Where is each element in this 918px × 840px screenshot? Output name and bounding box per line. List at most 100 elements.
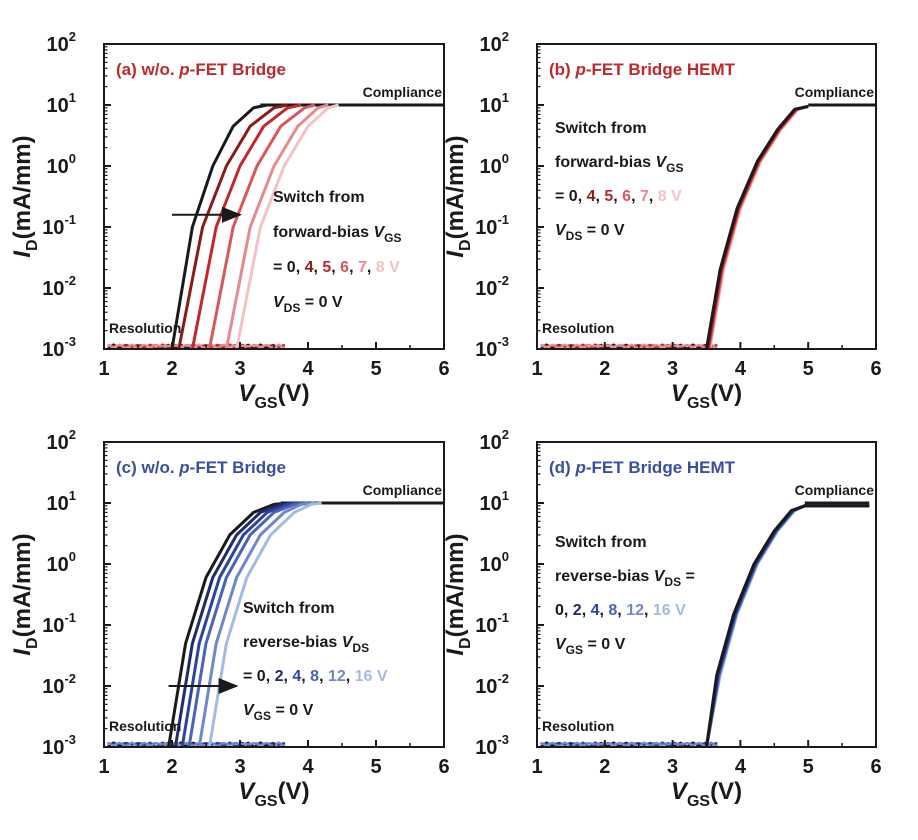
panel-label-rest: -FET Bridge [190,458,286,477]
annotation-segment: 2 [275,668,284,685]
annotation-line: = 0, 2, 4, 8, 12, 16 V [243,668,388,685]
x-axis-label-sub: GS [687,395,710,412]
annotation-segment: 5 [322,259,331,276]
annotation-line: = 0, 4, 5, 6, 7, 8 V [273,259,400,276]
y-tick-base: 10 [47,95,69,117]
series-line [167,501,288,748]
y-tick-exponent: -3 [64,732,76,747]
y-tick-exponent: 1 [502,90,509,105]
annotation-segment: 16 V [355,668,388,685]
y-tick-base: 10 [480,493,502,515]
series-line [707,104,809,350]
panel-label: (a) w/o. p-FET Bridge [116,60,286,79]
y-tick-base: 10 [47,34,69,56]
y-tick-base: 10 [475,676,497,698]
y-tick-base: 10 [42,676,64,698]
annotation-segment: 5 [604,188,613,205]
x-axis-label-unit: (V) [710,380,742,407]
panel-label-prefix: (a) w/o. [116,60,179,79]
annotation-segment: 6 [622,188,631,205]
y-tick-label: 101 [480,488,509,515]
x-tick-label: 6 [870,358,881,380]
annotation-segment: DS [566,229,583,243]
x-tick-label: 5 [370,756,381,778]
y-tick-exponent: -2 [497,273,509,288]
series-line [187,501,309,748]
y-axis-label-sub: D [457,637,474,649]
series-line [190,103,302,350]
series-line [177,103,288,350]
y-tick-base: 10 [47,554,69,576]
annotation-segment: reverse-bias [243,634,342,651]
series-line [707,104,809,350]
x-axis-label: VGS(V) [238,380,309,412]
x-axis-label: VGS(V) [671,778,742,810]
annotation-segment: V [342,634,354,651]
annotation-segment: 2 [573,602,582,619]
x-axis-label: VGS(V) [238,778,309,810]
y-tick-label: 10-3 [475,732,509,759]
y-tick-exponent: 0 [502,151,509,166]
y-tick-base: 10 [480,34,502,56]
x-axis-label-sub: GS [687,793,710,810]
y-tick-exponent: -2 [497,671,509,686]
x-tick-label: 5 [370,358,381,380]
annotation-segment: 6 [340,259,349,276]
y-tick-base: 10 [42,737,64,759]
annotation-segment: = 0 V [583,636,626,653]
annotation-line: = 0, 4, 5, 6, 7, 8 V [555,188,682,205]
annotation-segment: , [600,602,609,619]
y-tick-label: 10-1 [42,212,76,239]
y-tick-label: 10-2 [42,273,76,300]
compliance-label: Compliance [363,482,443,498]
noise-trace [540,741,718,749]
y-tick-exponent: 2 [502,427,509,442]
annotation-segment: Switch from [555,120,647,137]
y-tick-exponent: 0 [69,549,76,564]
panel-d: 1 2 3 4 5 610-310-210-1100101102VGS(V)ID(mA/m… [442,427,882,810]
annotation-segment: , [331,259,340,276]
resolution-label: Resolution [542,718,614,734]
series-line [207,103,316,350]
annotation-segment: Switch from [243,600,335,617]
y-tick-exponent: -2 [64,273,76,288]
panel-label-italic: p [178,458,189,477]
y-tick-base: 10 [47,432,69,454]
resolution-label: Resolution [109,718,181,734]
y-tick-label: 100 [47,549,76,576]
y-tick-base: 10 [47,156,69,178]
y-axis-label-sub: D [24,239,41,251]
y-tick-base: 10 [42,615,64,637]
annotation-line: 0, 2, 4, 8, 12, 16 V [555,602,686,619]
y-tick-label: 101 [480,90,509,117]
noise-trace [540,343,718,351]
y-tick-base: 10 [475,615,497,637]
annotation-segment: , [346,668,355,685]
x-tick-label: 1 [531,756,542,778]
y-tick-base: 10 [475,737,497,759]
panel-label-italic: p [574,458,585,477]
annotation-line: forward-bias VGS [555,154,683,175]
annotation-segment: = [681,568,695,585]
y-axis-label-sub: D [457,239,474,251]
annotation-segment: 8 [310,668,319,685]
panel-b: 1 2 3 4 5 610-310-210-1100101102VGS(V)ID(mA/m… [442,29,882,412]
series-line [207,501,322,748]
resolution-label: Resolution [542,320,614,336]
x-tick-label: 5 [803,358,814,380]
x-axis-label-main: V [671,380,689,407]
y-axis-label-unit: (mA/mm) [9,135,36,239]
x-tick-label: 4 [302,358,314,380]
annotation-segment: 12 [328,668,346,685]
annotation-line: reverse-bias VDS [243,634,369,655]
y-tick-label: 10-2 [475,273,509,300]
annotation-line: forward-bias VGS [273,224,401,245]
y-tick-label: 10-3 [475,334,509,361]
annotation-segment: 4 [305,259,314,276]
panel-label-italic: p [574,60,585,79]
y-tick-exponent: -1 [497,610,509,625]
y-axis-label-main: I [442,250,469,258]
y-axis-label: ID(mA/mm) [442,533,474,655]
annotation-line: Switch from [273,189,365,206]
